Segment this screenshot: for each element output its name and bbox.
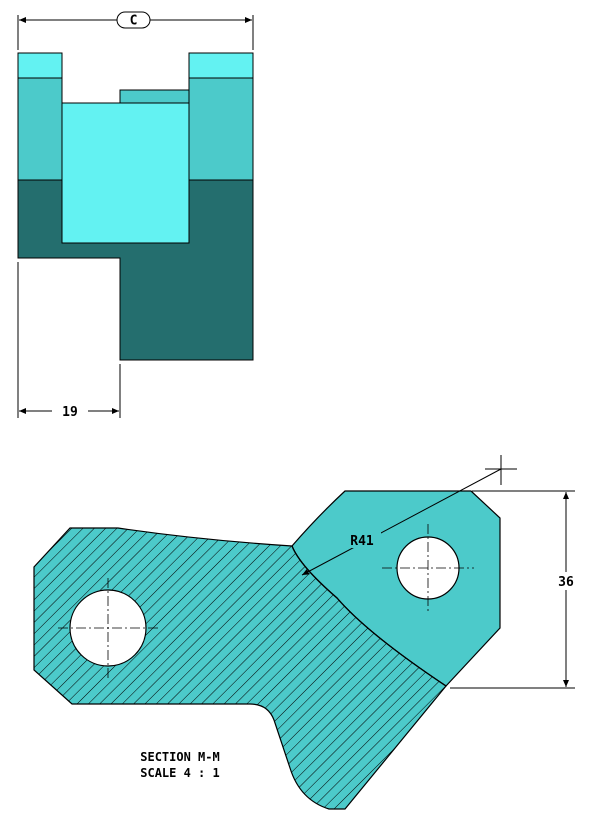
section-caption: SECTION M-M SCALE 4 : 1 [140,750,219,780]
dimension-c-label: C [130,14,138,29]
right-hole [382,524,474,614]
section-caption-line1: SECTION M-M [140,750,219,764]
center-block [61,102,190,244]
section-boundary-arc [291,545,447,687]
dimension-c-box [116,11,151,29]
right-side-block [188,77,254,181]
left-hole [58,578,158,678]
arc-center-mark [485,455,517,485]
left-side-block [17,77,63,181]
top-view: C 19 [17,11,254,420]
section-view: R41 36 SECTION M-M SCALE 4 : 1 [33,455,575,810]
dimension-19-label: 19 [62,405,78,420]
radius-dimension: R41 [301,468,502,576]
radius-label: R41 [350,534,374,549]
radius-leader-line [301,468,502,576]
raised-strip [119,89,190,104]
left-top-cap [17,52,63,79]
dimension-c: C [17,11,254,50]
right-top-cap [188,52,254,79]
dimension-36-label: 36 [558,575,574,590]
section-caption-line2: SCALE 4 : 1 [140,766,219,780]
dimension-19: 19 [17,262,121,420]
dimension-36: 36 [450,490,575,689]
radius-label-bg [344,532,381,548]
